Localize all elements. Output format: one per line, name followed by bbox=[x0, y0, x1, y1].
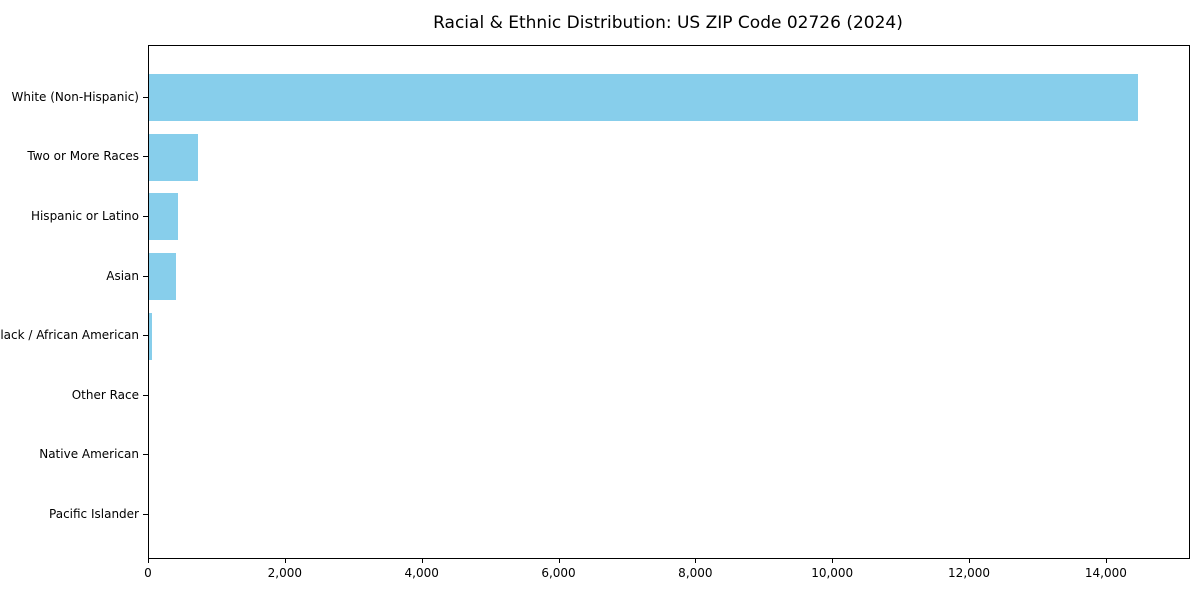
x-tick-label: 14,000 bbox=[1084, 566, 1127, 580]
y-tick-mark bbox=[143, 276, 148, 277]
x-tick-mark bbox=[695, 558, 696, 563]
y-tick-label: Two or More Races bbox=[27, 149, 139, 164]
bar-row bbox=[149, 128, 1189, 188]
y-tick-mark bbox=[143, 395, 148, 396]
chart-title: Racial & Ethnic Distribution: US ZIP Cod… bbox=[433, 13, 903, 33]
x-tick-label: 12,000 bbox=[948, 566, 991, 580]
x-tick-label: 6,000 bbox=[541, 566, 576, 580]
bar bbox=[149, 133, 198, 181]
bar bbox=[149, 193, 179, 241]
bar-row bbox=[149, 306, 1189, 366]
x-tick-mark bbox=[832, 558, 833, 563]
bar-row bbox=[149, 366, 1189, 426]
y-tick-mark bbox=[143, 335, 148, 336]
bar bbox=[149, 312, 153, 360]
bar bbox=[149, 253, 177, 301]
y-tick-mark bbox=[143, 454, 148, 455]
y-tick-label: Native American bbox=[39, 447, 139, 462]
y-tick-label: Asian bbox=[106, 268, 139, 283]
x-tick-label: 10,000 bbox=[811, 566, 854, 580]
bar-row bbox=[149, 247, 1189, 307]
y-tick-mark bbox=[143, 216, 148, 217]
x-tick-mark bbox=[422, 558, 423, 563]
plot-area bbox=[148, 45, 1190, 559]
x-tick-mark bbox=[969, 558, 970, 563]
bar-row bbox=[149, 187, 1189, 247]
bar-row bbox=[149, 485, 1189, 545]
x-tick-label: 8,000 bbox=[678, 566, 713, 580]
bar bbox=[149, 74, 1138, 122]
x-tick-label: 2,000 bbox=[267, 566, 303, 580]
y-tick-mark bbox=[143, 97, 148, 98]
y-tick-label: Black / African American bbox=[0, 328, 139, 343]
y-tick-mark bbox=[143, 514, 148, 515]
y-tick-mark bbox=[143, 156, 148, 157]
x-tick-label: 0 bbox=[144, 566, 152, 580]
bar-row bbox=[149, 68, 1189, 128]
x-tick-label: 4,000 bbox=[404, 566, 439, 580]
y-tick-label: White (Non-Hispanic) bbox=[11, 89, 139, 104]
y-tick-label: Pacific Islander bbox=[49, 507, 139, 521]
x-tick-mark bbox=[148, 558, 149, 563]
x-tick-mark bbox=[285, 558, 286, 563]
y-tick-label: Other Race bbox=[71, 387, 139, 402]
x-tick-mark bbox=[559, 558, 560, 563]
bar-row bbox=[149, 426, 1189, 486]
x-tick-mark bbox=[1106, 558, 1107, 563]
y-tick-label: Hispanic or Latino bbox=[30, 209, 139, 223]
